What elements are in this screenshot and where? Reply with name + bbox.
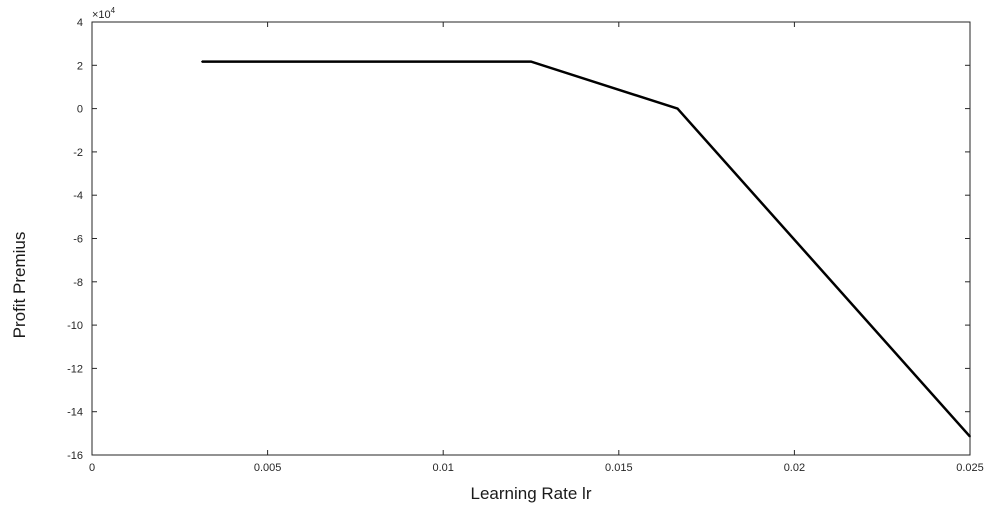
data-point bbox=[530, 60, 532, 63]
x-tick-label: 0.005 bbox=[254, 462, 282, 474]
y-tick-label: -10 bbox=[67, 320, 83, 332]
data-point bbox=[201, 60, 203, 63]
plot-area-box bbox=[91, 21, 971, 456]
x-tick-label: 0.025 bbox=[956, 462, 984, 474]
data-point bbox=[676, 107, 679, 110]
y-exponent-label: ×104 bbox=[92, 6, 116, 21]
y-tick-label: -12 bbox=[67, 363, 83, 375]
series-line bbox=[201, 60, 971, 438]
x-tick-label: 0 bbox=[89, 462, 95, 474]
y-axis-label: Profit Premius bbox=[10, 232, 29, 339]
y-tick-label: 0 bbox=[77, 104, 83, 116]
series-layer bbox=[201, 60, 971, 438]
data-point bbox=[969, 435, 971, 438]
y-tick-label: -16 bbox=[67, 450, 83, 462]
axis-ticks: 0 0.005 0.01 0.015 0.02 0.025 4 2 0 -2 -4 -6 -8 -10 -1… bbox=[67, 17, 984, 474]
x-tick-label: 0.02 bbox=[784, 462, 805, 474]
x-axis-label: Learning Rate lr bbox=[471, 484, 592, 503]
y-tick-label: -6 bbox=[73, 234, 83, 246]
x-tick-label: 0.015 bbox=[605, 462, 633, 474]
y-tick-label: -4 bbox=[73, 190, 83, 202]
y-tick-label: 2 bbox=[77, 60, 83, 72]
y-tick-label: -8 bbox=[73, 277, 83, 289]
x-tick-label: 0.01 bbox=[432, 462, 453, 474]
y-tick-label: -14 bbox=[67, 407, 83, 419]
y-tick-label: 4 bbox=[77, 17, 83, 29]
y-tick-label: -2 bbox=[73, 147, 83, 159]
